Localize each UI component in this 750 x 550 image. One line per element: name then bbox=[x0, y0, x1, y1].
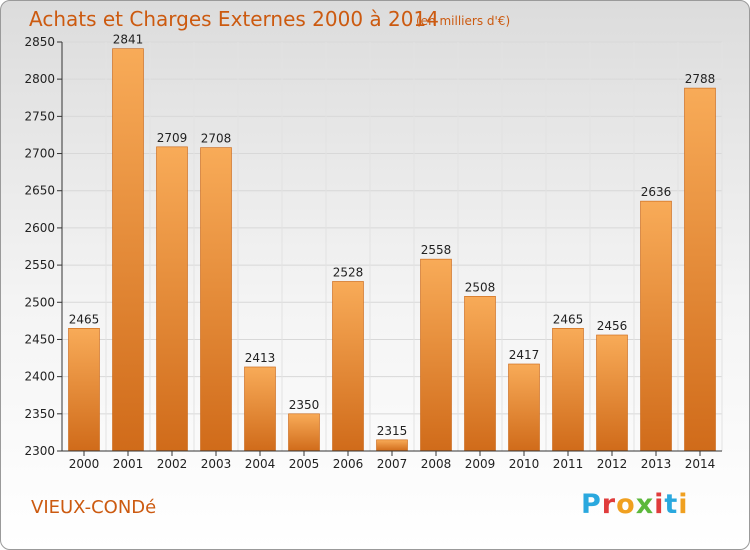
bar-2005[interactable] bbox=[288, 413, 320, 452]
bar-2002[interactable] bbox=[156, 146, 188, 452]
bar-2007[interactable] bbox=[376, 439, 408, 452]
x-tick-label-2003: 2003 bbox=[201, 457, 232, 471]
x-tick-label-2008: 2008 bbox=[421, 457, 452, 471]
proxiti-logo[interactable]: Proxiti bbox=[581, 489, 689, 520]
data-label-2001: 2841 bbox=[113, 33, 144, 47]
data-label-2012: 2456 bbox=[597, 319, 628, 333]
data-label-2008: 2558 bbox=[421, 243, 452, 257]
y-tick-label: 2650 bbox=[24, 184, 55, 198]
y-tick-label: 2400 bbox=[24, 370, 55, 384]
x-tick-label-2011: 2011 bbox=[553, 457, 584, 471]
data-label-2005: 2350 bbox=[289, 398, 320, 412]
data-label-2011: 2465 bbox=[553, 312, 584, 326]
logo-letter: t bbox=[664, 489, 679, 520]
data-label-2006: 2528 bbox=[333, 265, 364, 279]
x-tick-label-2001: 2001 bbox=[113, 457, 144, 471]
x-tick-label-2005: 2005 bbox=[289, 457, 320, 471]
bar-2011[interactable] bbox=[552, 327, 584, 452]
data-label-2014: 2788 bbox=[685, 72, 716, 86]
data-label-2007: 2315 bbox=[377, 424, 408, 438]
bar-2006[interactable] bbox=[332, 281, 364, 452]
bar-2001[interactable] bbox=[112, 48, 144, 452]
city-name: VIEUX-CONDé bbox=[31, 497, 157, 518]
logo-letter: i bbox=[654, 489, 665, 520]
x-tick-label-2013: 2013 bbox=[641, 457, 672, 471]
x-tick-label-2000: 2000 bbox=[69, 457, 100, 471]
bar-2009[interactable] bbox=[464, 296, 496, 452]
chart-subtitle: (en milliers d'€) bbox=[416, 14, 511, 28]
y-tick-label: 2700 bbox=[24, 147, 55, 161]
data-label-2010: 2417 bbox=[509, 348, 540, 362]
y-tick-label: 2850 bbox=[24, 35, 55, 49]
bar-2012[interactable] bbox=[596, 334, 628, 452]
x-tick-label-2006: 2006 bbox=[333, 457, 364, 471]
bar-2004[interactable] bbox=[244, 366, 276, 452]
y-tick-label: 2600 bbox=[24, 221, 55, 235]
logo-letter: i bbox=[678, 489, 689, 520]
y-tick-label: 2750 bbox=[24, 109, 55, 123]
data-label-2002: 2709 bbox=[157, 131, 188, 145]
bar-2014[interactable] bbox=[684, 87, 716, 452]
x-tick-label-2014: 2014 bbox=[685, 457, 716, 471]
x-tick-label-2004: 2004 bbox=[245, 457, 276, 471]
logo-letter: x bbox=[635, 489, 655, 520]
data-label-2009: 2508 bbox=[465, 280, 496, 294]
data-label-2004: 2413 bbox=[245, 351, 276, 365]
x-tick-label-2002: 2002 bbox=[157, 457, 188, 471]
bar-2013[interactable] bbox=[640, 200, 672, 452]
data-label-2003: 2708 bbox=[201, 132, 232, 146]
logo-letter: P bbox=[581, 489, 602, 520]
x-tick-label-2012: 2012 bbox=[597, 457, 628, 471]
x-tick-label-2010: 2010 bbox=[509, 457, 540, 471]
data-label-2000: 2465 bbox=[69, 312, 100, 326]
bar-2003[interactable] bbox=[200, 147, 232, 452]
y-tick-label: 2550 bbox=[24, 258, 55, 272]
y-tick-label: 2500 bbox=[24, 295, 55, 309]
logo-letter: r bbox=[601, 489, 617, 520]
bar-2008[interactable] bbox=[420, 258, 452, 452]
x-tick-label-2009: 2009 bbox=[465, 457, 496, 471]
y-tick-label: 2300 bbox=[24, 444, 55, 458]
data-label-2013: 2636 bbox=[641, 185, 672, 199]
axes: 2300 2350 2400 2450 2500 2550 2600 2650 2700 2750… bbox=[24, 35, 722, 471]
bar-2010[interactable] bbox=[508, 363, 540, 452]
bar-2000[interactable] bbox=[68, 327, 100, 452]
y-tick-label: 2800 bbox=[24, 72, 55, 86]
y-tick-label: 2450 bbox=[24, 332, 55, 346]
logo-letter: o bbox=[616, 489, 636, 520]
bars: 2465 2841 2709 2708 2413 2350 2528 2315 2558 2508… bbox=[68, 33, 716, 452]
y-tick-label: 2350 bbox=[24, 407, 55, 421]
chart-title: Achats et Charges Externes 2000 à 2014 bbox=[29, 7, 439, 31]
x-tick-label-2007: 2007 bbox=[377, 457, 408, 471]
